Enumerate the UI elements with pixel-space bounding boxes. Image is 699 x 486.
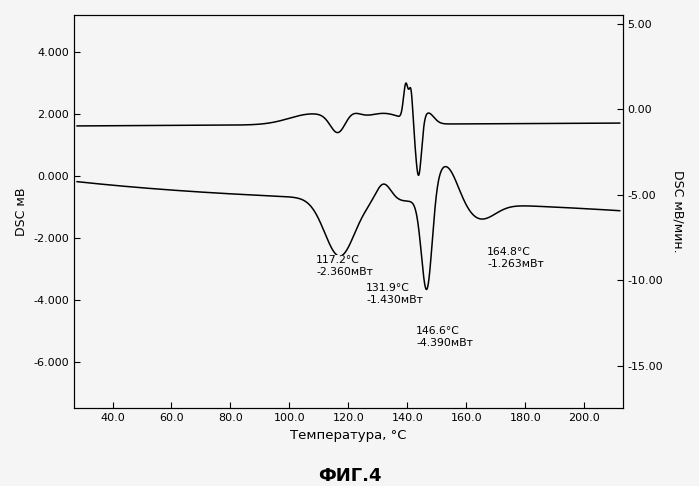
Text: 164.8°C
-1.263мВт: 164.8°C -1.263мВт bbox=[487, 247, 544, 269]
Text: 117.2°C
-2.360мВт: 117.2°C -2.360мВт bbox=[316, 255, 373, 277]
Text: 131.9°C
-1.430мВт: 131.9°C -1.430мВт bbox=[366, 283, 423, 305]
Text: 146.6°C
-4.390мВт: 146.6°C -4.390мВт bbox=[416, 326, 473, 348]
Text: ФИГ.4: ФИГ.4 bbox=[318, 467, 381, 485]
X-axis label: Температура, °C: Температура, °C bbox=[290, 429, 407, 442]
Y-axis label: DSC мВ/мин.: DSC мВ/мин. bbox=[671, 171, 684, 253]
Y-axis label: DSC мВ: DSC мВ bbox=[15, 188, 28, 236]
